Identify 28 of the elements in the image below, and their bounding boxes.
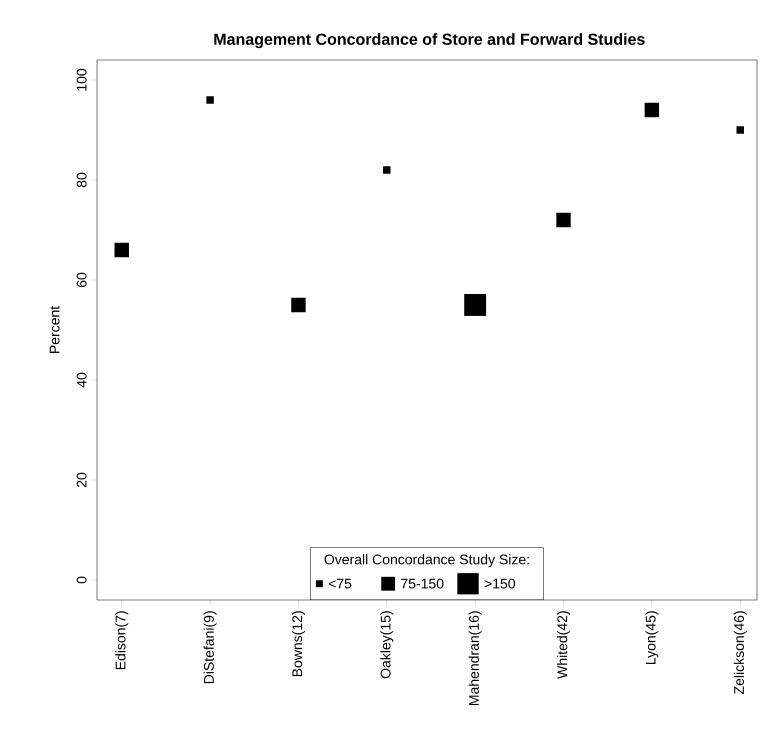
x-tick-label: Oakley(15)	[380, 611, 394, 678]
x-tick-label: Lyon(45)	[645, 611, 658, 664]
x-tick-label: Whited(42)	[556, 611, 570, 679]
legend-label: >150	[484, 578, 516, 589]
y-tick-label: 0	[76, 576, 87, 584]
x-tick-label: Bowns(12)	[292, 611, 305, 676]
legend-label: <75	[328, 578, 352, 589]
legend-label: 75-150	[401, 578, 444, 589]
point	[464, 294, 486, 316]
y-tick-label: 40	[76, 372, 87, 388]
x-tick-label: Edison(7)	[115, 611, 128, 670]
x-tick-label: Zelickson(46)	[734, 611, 747, 694]
point	[736, 126, 744, 134]
y-axis-title: Percent	[50, 306, 60, 353]
x-tick-label: Mahendran(16)	[468, 611, 482, 705]
legend-title: Overall Concordance Study Size:	[324, 554, 529, 568]
point	[644, 102, 660, 118]
chart-title: Management Concordance of Store and Forward Studies	[214, 33, 645, 48]
point	[383, 166, 391, 174]
point	[556, 212, 571, 228]
y-tick-label: 80	[76, 172, 87, 188]
y-tick-label: 60	[76, 272, 87, 288]
y-tick-label: 20	[76, 472, 87, 488]
y-tick-label: 100	[76, 68, 87, 91]
point	[206, 96, 214, 104]
point	[291, 298, 306, 312]
x-tick-label: DiStefani(9)	[204, 611, 217, 684]
point	[114, 242, 129, 258]
